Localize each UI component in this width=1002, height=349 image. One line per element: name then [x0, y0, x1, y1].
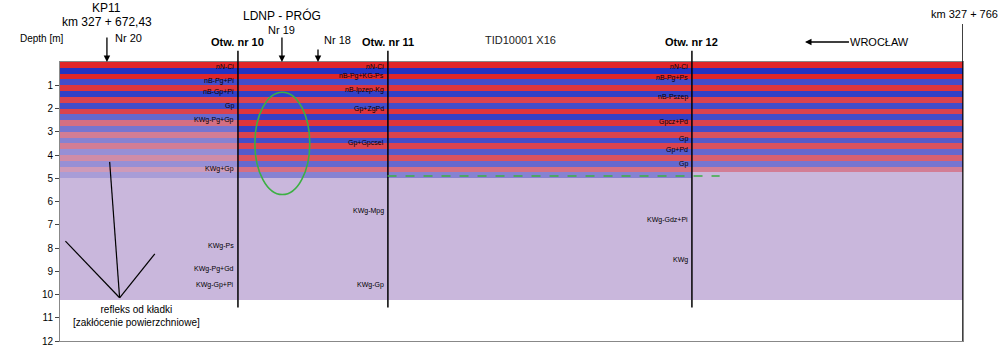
svg-text:KWg-Gp: KWg-Gp — [357, 281, 384, 289]
svg-text:KWg-Mpg: KWg-Mpg — [353, 207, 384, 215]
svg-text:Gp+ZgPd: Gp+ZgPd — [354, 105, 384, 113]
svg-text:Otw. nr 11: Otw. nr 11 — [362, 36, 414, 48]
svg-text:8: 8 — [47, 243, 53, 254]
svg-text:KWg-Gdz+Pi: KWg-Gdz+Pi — [647, 216, 688, 224]
svg-text:nN-Ci: nN-Ci — [216, 63, 234, 70]
svg-text:KWg-Pg+Gd: KWg-Pg+Gd — [194, 265, 234, 273]
svg-text:Gp: Gp — [679, 135, 688, 143]
svg-text:Gpcz+Pd: Gpcz+Pd — [659, 118, 688, 126]
svg-text:km 327 + 672,43: km 327 + 672,43 — [62, 15, 152, 29]
svg-text:KWg: KWg — [673, 256, 688, 264]
svg-text:refleks od kładki[zakłócenie p: refleks od kładki[zakłócenie powierzchni… — [73, 304, 200, 328]
svg-text:Gp: Gp — [225, 102, 234, 110]
svg-text:1: 1 — [47, 80, 53, 91]
svg-text:KWg+Gp: KWg+Gp — [205, 165, 234, 173]
svg-text:Nr 20: Nr 20 — [115, 32, 142, 44]
svg-text:WROCŁAW: WROCŁAW — [850, 36, 909, 48]
svg-text:Gp+Pd: Gp+Pd — [666, 146, 688, 154]
svg-text:Nr 19: Nr 19 — [268, 24, 295, 36]
svg-text:TID10001 X16: TID10001 X16 — [485, 34, 556, 46]
svg-text:Otw. nr 12: Otw. nr 12 — [665, 36, 718, 48]
svg-text:KWg-Gp+Pi: KWg-Gp+Pi — [196, 281, 234, 289]
svg-text:Depth [m]: Depth [m] — [20, 33, 64, 44]
svg-text:nB-Pszep: nB-Pszep — [658, 93, 688, 101]
svg-text:6: 6 — [47, 196, 53, 207]
svg-text:Gp: Gp — [679, 160, 688, 168]
svg-text:2: 2 — [47, 103, 53, 114]
svg-text:nB-Gp+Pi: nB-Gp+Pi — [203, 88, 234, 96]
svg-text:7: 7 — [47, 219, 53, 230]
svg-text:5: 5 — [47, 173, 53, 184]
svg-text:4: 4 — [47, 150, 53, 161]
svg-text:nB-Ipzep-Kg: nB-Ipzep-Kg — [345, 86, 384, 94]
svg-text:11: 11 — [43, 312, 54, 323]
svg-text:nN-Ci: nN-Ci — [670, 63, 688, 70]
svg-text:nB-Pg+Pi: nB-Pg+Pi — [204, 77, 234, 85]
svg-text:nN-Ci: nN-Ci — [366, 63, 384, 70]
svg-text:10: 10 — [42, 289, 54, 300]
svg-text:KWg-Pg+Gp: KWg-Pg+Gp — [194, 116, 234, 124]
svg-text:nB-Pg+KG-Ps: nB-Pg+KG-Ps — [339, 72, 384, 80]
svg-text:12: 12 — [42, 336, 54, 347]
svg-text:Otw. nr 10: Otw. nr 10 — [211, 36, 264, 48]
svg-text:3: 3 — [47, 126, 53, 137]
svg-text:9: 9 — [47, 266, 53, 277]
svg-text:LDNP - PRÓG: LDNP - PRÓG — [243, 8, 321, 23]
svg-text:Nr 18: Nr 18 — [324, 34, 351, 46]
svg-text:KWg-Ps: KWg-Ps — [208, 242, 234, 250]
svg-text:nB-Pg+Ps: nB-Pg+Ps — [656, 74, 688, 82]
svg-text:Gp+Gpcsel: Gp+Gpcsel — [348, 139, 384, 147]
svg-text:km 327 + 766: km 327 + 766 — [931, 8, 998, 20]
svg-text:KP11: KP11 — [92, 1, 121, 15]
